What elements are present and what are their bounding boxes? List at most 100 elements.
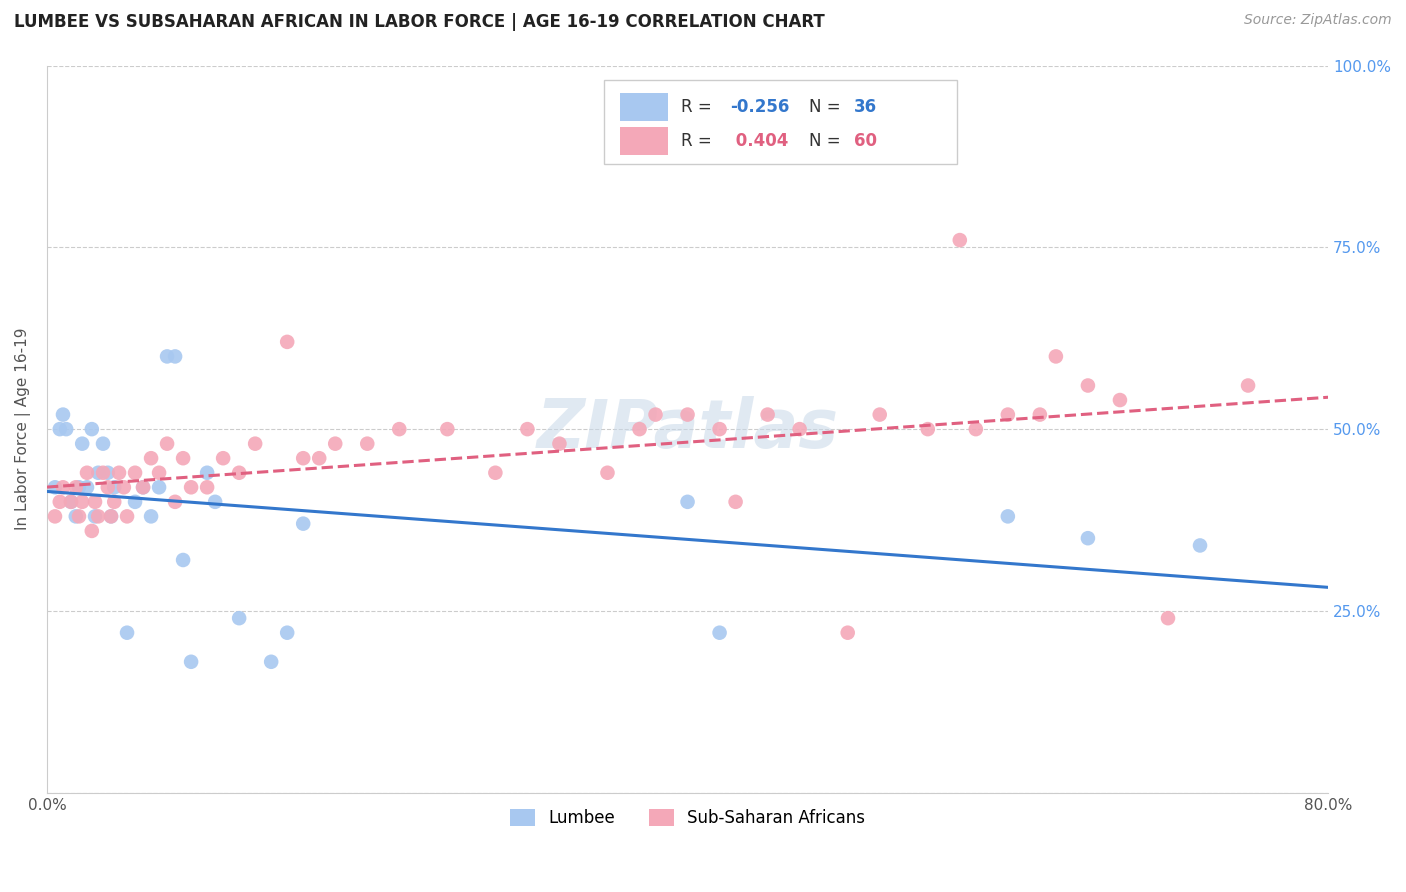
Point: [204, 495, 226, 509]
Point: [195, 480, 218, 494]
Point: [1077, 531, 1099, 545]
Point: [709, 422, 731, 436]
Point: [139, 509, 162, 524]
Point: [388, 422, 411, 436]
Point: [949, 233, 972, 247]
Point: [308, 451, 330, 466]
Point: [243, 436, 266, 450]
Point: [139, 451, 162, 466]
FancyBboxPatch shape: [620, 128, 668, 155]
Point: [124, 466, 146, 480]
Point: [436, 422, 458, 436]
Point: [276, 625, 298, 640]
Point: [59, 495, 82, 509]
Point: [100, 509, 122, 524]
Point: [112, 480, 135, 494]
FancyBboxPatch shape: [605, 80, 956, 164]
Point: [115, 509, 138, 524]
Point: [108, 466, 131, 480]
Point: [59, 495, 82, 509]
Point: [97, 480, 120, 494]
Point: [148, 480, 170, 494]
Point: [1045, 350, 1067, 364]
Point: [1029, 408, 1052, 422]
Point: [52, 408, 75, 422]
Point: [156, 350, 179, 364]
Point: [44, 480, 66, 494]
Point: [292, 451, 315, 466]
Point: [195, 466, 218, 480]
Point: [276, 334, 298, 349]
Text: R =: R =: [681, 132, 717, 150]
Point: [100, 509, 122, 524]
Point: [67, 480, 90, 494]
Point: [156, 436, 179, 450]
Point: [70, 436, 93, 450]
Point: [103, 480, 125, 494]
Point: [516, 422, 538, 436]
Point: [756, 408, 779, 422]
Point: [212, 451, 235, 466]
Point: [80, 524, 103, 538]
Point: [869, 408, 891, 422]
Point: [789, 422, 811, 436]
Point: [228, 466, 250, 480]
Legend: Lumbee, Sub-Saharan Africans: Lumbee, Sub-Saharan Africans: [502, 800, 873, 835]
Point: [323, 436, 346, 450]
Point: [65, 509, 87, 524]
FancyBboxPatch shape: [620, 94, 668, 120]
Text: -0.256: -0.256: [730, 98, 789, 116]
Point: [917, 422, 939, 436]
Y-axis label: In Labor Force | Age 16-19: In Labor Force | Age 16-19: [15, 328, 31, 531]
Point: [1109, 392, 1132, 407]
Point: [356, 436, 378, 450]
Text: LUMBEE VS SUBSAHARAN AFRICAN IN LABOR FORCE | AGE 16-19 CORRELATION CHART: LUMBEE VS SUBSAHARAN AFRICAN IN LABOR FO…: [14, 13, 825, 31]
Point: [228, 611, 250, 625]
Point: [115, 625, 138, 640]
Point: [260, 655, 283, 669]
Point: [709, 625, 731, 640]
Point: [165, 495, 187, 509]
Point: [91, 436, 114, 450]
Point: [70, 495, 93, 509]
Point: [548, 436, 571, 450]
Point: [49, 495, 72, 509]
Point: [484, 466, 506, 480]
Point: [44, 509, 66, 524]
Point: [49, 422, 72, 436]
Text: N =: N =: [810, 98, 846, 116]
Point: [1237, 378, 1260, 392]
Point: [180, 480, 202, 494]
Point: [76, 480, 98, 494]
Point: [67, 509, 90, 524]
Point: [91, 466, 114, 480]
Point: [52, 480, 75, 494]
Point: [132, 480, 155, 494]
Point: [676, 408, 699, 422]
Point: [148, 466, 170, 480]
Point: [292, 516, 315, 531]
Point: [1077, 378, 1099, 392]
Text: 0.404: 0.404: [730, 132, 789, 150]
Point: [172, 553, 194, 567]
Point: [628, 422, 651, 436]
Point: [997, 509, 1019, 524]
Text: ZIPatlas: ZIPatlas: [537, 396, 838, 462]
Point: [55, 422, 77, 436]
Point: [84, 509, 107, 524]
Point: [724, 495, 747, 509]
Point: [1189, 538, 1212, 552]
Text: Source: ZipAtlas.com: Source: ZipAtlas.com: [1244, 13, 1392, 28]
Point: [644, 408, 666, 422]
Point: [103, 495, 125, 509]
Point: [65, 480, 87, 494]
Point: [180, 655, 202, 669]
Point: [165, 350, 187, 364]
Point: [965, 422, 987, 436]
Point: [132, 480, 155, 494]
Text: 36: 36: [853, 98, 877, 116]
Point: [124, 495, 146, 509]
Point: [97, 466, 120, 480]
Text: N =: N =: [810, 132, 846, 150]
Point: [87, 509, 110, 524]
